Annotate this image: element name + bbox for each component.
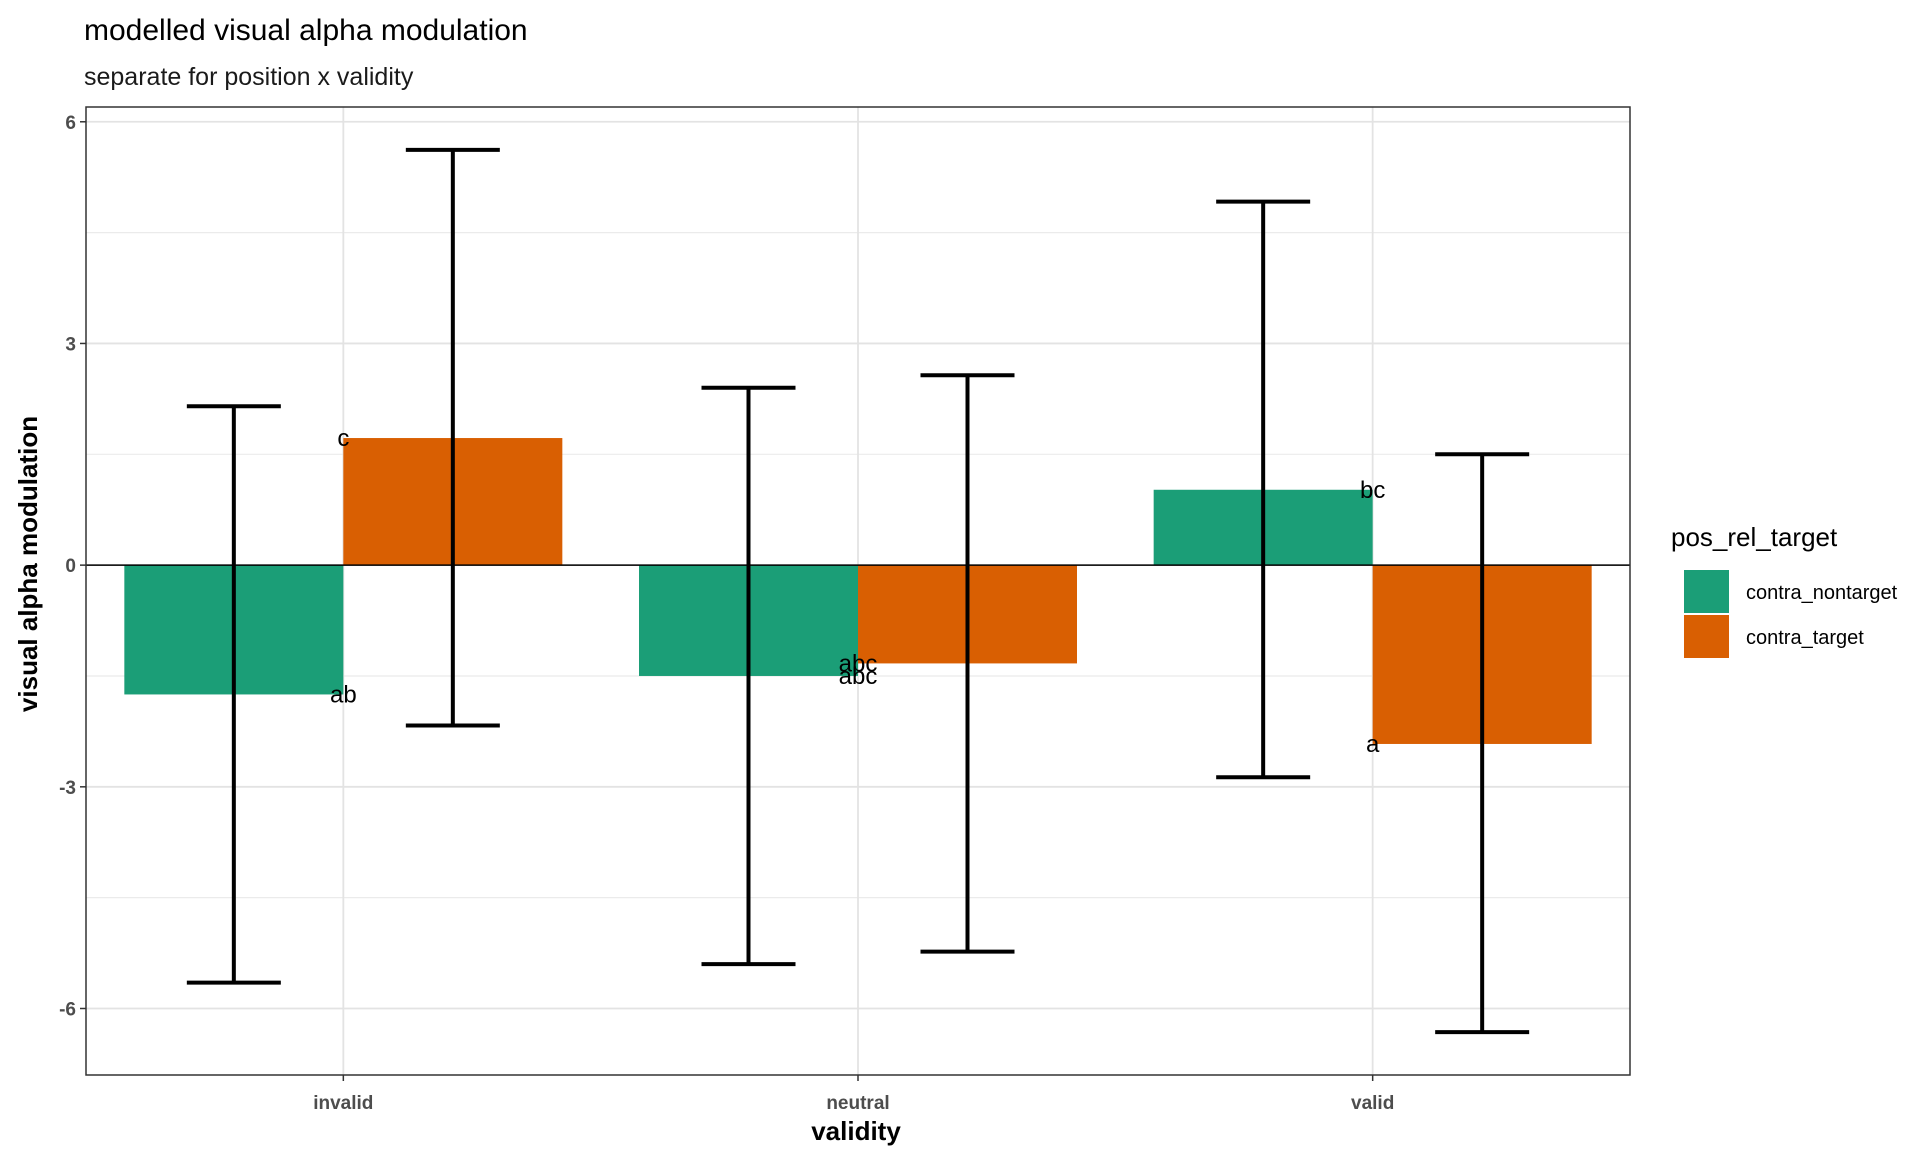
y-tick-label: 0 xyxy=(65,556,76,577)
significance-label-contra_target-valid: a xyxy=(1366,731,1380,758)
y-tick-label: 6 xyxy=(65,113,76,134)
chart-title: modelled visual alpha modulation xyxy=(84,14,528,47)
x-tick-label: neutral xyxy=(826,1093,889,1114)
y-tick-label: -3 xyxy=(59,778,76,799)
significance-label-contra_nontarget-valid: bc xyxy=(1360,477,1385,504)
significance-labels-layer: ab abc bc c abc a xyxy=(330,425,1385,758)
chart-subtitle: separate for position x validity xyxy=(84,63,414,91)
y-axis-title: visual alpha modulation xyxy=(13,416,43,712)
x-axis-title: validity xyxy=(811,1116,901,1146)
legend-label-contra_nontarget: contra_nontarget xyxy=(1746,582,1898,604)
error-bar-contra_nontarget-neutral xyxy=(701,385,796,967)
legend-key-contra_nontarget xyxy=(1684,570,1729,613)
legend: pos_rel_target contra_nontarget contra_ta… xyxy=(1671,522,1898,658)
significance-label-contra_target-invalid: c xyxy=(337,425,349,452)
x-tick-label: valid xyxy=(1351,1093,1394,1114)
legend-label-contra_target: contra_target xyxy=(1746,627,1864,649)
x-tick-label: invalid xyxy=(313,1093,373,1114)
significance-label-contra_nontarget-neutral: abc xyxy=(839,663,878,690)
error-bar-contra_nontarget-valid xyxy=(1216,199,1311,780)
legend-title: pos_rel_target xyxy=(1671,522,1838,552)
error-bar-contra_nontarget-invalid xyxy=(186,404,281,985)
error-bar-contra_target-valid xyxy=(1435,452,1530,1035)
y-axis: 6 3 0 -3 -6 xyxy=(59,113,86,1020)
y-tick-label: -6 xyxy=(59,999,76,1020)
error-bar-contra_target-neutral xyxy=(920,373,1015,954)
significance-label-contra_nontarget-invalid: ab xyxy=(330,681,357,708)
error-bars-layer xyxy=(186,147,1530,1035)
y-tick-label: 3 xyxy=(65,334,76,355)
significance-label-contra_target-neutral: abc xyxy=(839,650,878,677)
error-bar-contra_target-invalid xyxy=(405,147,500,728)
legend-key-contra_target xyxy=(1684,615,1729,658)
x-axis: invalid neutral valid xyxy=(313,1075,1394,1114)
